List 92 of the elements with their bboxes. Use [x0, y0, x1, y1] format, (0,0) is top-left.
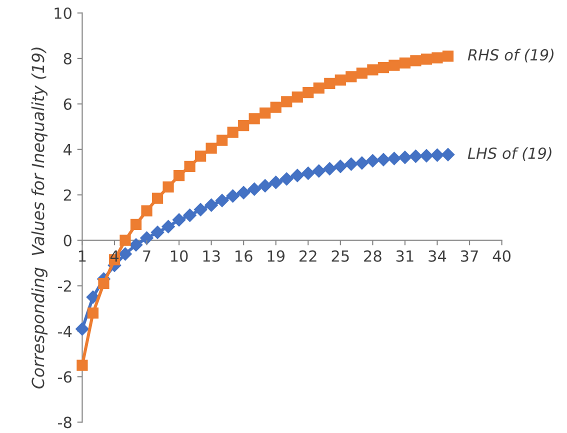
y-tick-label: 0 — [64, 234, 72, 246]
point — [260, 107, 271, 119]
point — [118, 247, 132, 261]
point — [324, 78, 336, 90]
y-axis-title: Corresponding Values for Inequality (19) — [31, 48, 48, 388]
y-tick-label: 10 — [54, 7, 72, 20]
point — [120, 234, 131, 246]
point — [258, 179, 272, 192]
y-tick-label: -2 — [58, 280, 71, 292]
point — [334, 160, 348, 174]
point — [313, 82, 324, 94]
point — [323, 162, 336, 176]
point — [248, 182, 261, 196]
point — [388, 60, 400, 71]
point — [366, 154, 380, 168]
point — [398, 150, 412, 164]
x-tick-label: 28 — [364, 250, 382, 262]
x-tick-label: 22 — [300, 250, 316, 262]
point — [269, 176, 282, 189]
point — [216, 134, 228, 146]
point — [195, 150, 206, 162]
point — [172, 213, 186, 226]
point — [356, 68, 368, 79]
point — [378, 62, 390, 74]
point — [150, 226, 164, 239]
point — [129, 238, 143, 252]
point — [334, 74, 346, 86]
y-tick-label: -6 — [58, 371, 72, 383]
x-tick-label: 40 — [492, 250, 510, 262]
point — [280, 172, 294, 186]
point — [346, 71, 357, 82]
point — [238, 120, 250, 132]
y-tick-label: 6 — [64, 98, 72, 110]
point — [409, 150, 422, 163]
point — [206, 142, 217, 154]
x-tick-label: 13 — [203, 250, 220, 262]
point — [312, 164, 326, 178]
x-tick-label: 25 — [332, 250, 349, 262]
point — [302, 87, 314, 98]
point — [184, 160, 196, 172]
point — [355, 156, 369, 170]
point — [420, 149, 434, 162]
x-tick-label: 34 — [428, 250, 446, 262]
point — [270, 102, 282, 113]
point — [302, 166, 315, 180]
point — [237, 186, 250, 200]
point — [344, 158, 358, 171]
point — [227, 126, 238, 138]
point — [292, 92, 303, 103]
x-tick-label: 7 — [143, 250, 150, 262]
y-tick-label: -8 — [58, 416, 72, 428]
point — [226, 189, 240, 203]
point — [248, 113, 260, 124]
point — [420, 54, 432, 65]
point — [162, 181, 174, 192]
point — [432, 52, 443, 64]
series-label: LHS of (19) — [468, 147, 552, 161]
point — [98, 278, 110, 290]
y-tick-label: 8 — [64, 52, 72, 64]
point — [130, 218, 142, 230]
y-tick-label: 4 — [64, 144, 72, 156]
point — [140, 231, 154, 245]
x-tick-label: 16 — [236, 250, 252, 262]
point — [290, 168, 304, 182]
x-tick-label: 10 — [171, 250, 188, 262]
x-tick-label: 31 — [396, 250, 414, 262]
point — [87, 308, 99, 319]
point — [194, 203, 208, 216]
y-tick-label: -4 — [58, 326, 72, 338]
point — [441, 148, 455, 162]
point — [367, 64, 378, 76]
point — [399, 57, 411, 69]
point — [204, 198, 218, 212]
point — [376, 153, 390, 166]
point — [281, 96, 292, 108]
point — [152, 192, 164, 204]
point — [410, 55, 422, 66]
y-tick-label: 2 — [64, 189, 71, 201]
point — [430, 148, 444, 162]
point — [442, 50, 454, 62]
point — [76, 360, 88, 371]
point — [173, 170, 185, 182]
point — [215, 194, 229, 208]
point — [388, 152, 401, 166]
point — [76, 322, 89, 336]
point — [141, 205, 152, 216]
point — [162, 220, 175, 234]
x-tick-label: 19 — [268, 250, 285, 262]
series-label: RHS of (19) — [468, 48, 554, 62]
point — [183, 208, 196, 222]
point — [86, 290, 100, 304]
x-tick-label: 37 — [460, 250, 478, 262]
